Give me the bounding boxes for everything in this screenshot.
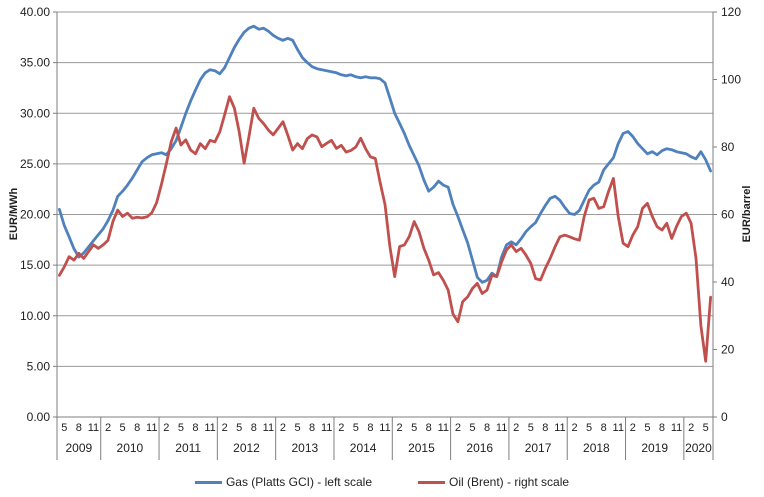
year-label: 2016 — [466, 441, 493, 455]
month-tick-label: 5 — [703, 422, 709, 434]
month-tick-label: 2 — [222, 422, 228, 434]
left-axis-tick-label: 20.00 — [20, 208, 50, 222]
gas-legend-swatch — [194, 480, 222, 484]
month-tick-label: 11 — [496, 422, 507, 434]
year-label: 2013 — [291, 441, 318, 455]
left-axis-title: EUR/MWh — [8, 187, 20, 241]
year-label: 2009 — [66, 441, 93, 455]
right-axis-tick-label: 80 — [721, 140, 735, 154]
month-tick-label: 2 — [280, 422, 286, 434]
month-tick-label: 11 — [146, 422, 157, 434]
month-tick-label: 5 — [353, 422, 359, 434]
right-axis-tick-label: 60 — [721, 208, 735, 222]
month-tick-label: 11 — [263, 422, 274, 434]
month-tick-label: 8 — [426, 422, 432, 434]
year-label: 2011 — [175, 441, 201, 455]
right-axis-title: EUR/barrel — [741, 185, 753, 243]
month-tick-label: 5 — [294, 422, 300, 434]
year-label: 2015 — [408, 441, 435, 455]
oil-legend-label: Oil (Brent) - right scale — [449, 475, 570, 489]
month-tick-label: 5 — [411, 422, 417, 434]
year-label: 2012 — [233, 441, 260, 455]
year-label: 2018 — [583, 441, 610, 455]
month-tick-label: 8 — [192, 422, 198, 434]
month-tick-label: 11 — [204, 422, 215, 434]
right-axis-tick-label: 20 — [721, 343, 735, 357]
legend-item-gas: Gas (Platts GCI) - left scale — [194, 475, 372, 489]
year-label: 2014 — [350, 441, 377, 455]
month-tick-label: 8 — [251, 422, 257, 434]
month-tick-label: 11 — [438, 422, 449, 434]
month-tick-label: 5 — [644, 422, 650, 434]
right-axis-tick-label: 0 — [721, 410, 728, 424]
month-tick-label: 2 — [455, 422, 461, 434]
chart-legend: Gas (Platts GCI) - left scale Oil (Brent… — [0, 475, 764, 489]
month-tick-label: 8 — [659, 422, 665, 434]
month-tick-label: 5 — [528, 422, 534, 434]
month-tick-label: 11 — [321, 422, 332, 434]
right-axis-tick-label: 40 — [721, 275, 735, 289]
month-tick-label: 2 — [571, 422, 577, 434]
oil-series-line — [58, 95, 712, 363]
month-tick-label: 8 — [134, 422, 140, 434]
month-tick-label: 5 — [61, 422, 67, 434]
month-tick-label: 11 — [613, 422, 624, 434]
left-axis-tick-label: 30.00 — [20, 106, 50, 120]
month-tick-label: 2 — [105, 422, 111, 434]
left-axis-tick-label: 15.00 — [20, 258, 50, 272]
left-axis-tick-label: 0.00 — [27, 410, 51, 424]
left-axis-tick-label: 40.00 — [20, 5, 50, 19]
month-tick-label: 8 — [367, 422, 373, 434]
month-tick-label: 8 — [484, 422, 490, 434]
month-tick-label: 5 — [586, 422, 592, 434]
month-tick-label: 2 — [163, 422, 169, 434]
month-tick-label: 2 — [513, 422, 519, 434]
right-axis-tick-label: 120 — [721, 5, 741, 19]
left-axis-tick-label: 10.00 — [20, 309, 50, 323]
gas-series-line — [58, 24, 712, 284]
year-label: 2020 — [685, 441, 712, 455]
right-axis-tick-label: 100 — [721, 73, 741, 87]
oil-legend-swatch — [418, 480, 445, 484]
month-tick-label: 11 — [88, 422, 99, 434]
legend-item-oil: Oil (Brent) - right scale — [418, 475, 569, 489]
month-tick-label: 11 — [554, 422, 565, 434]
month-tick-label: 11 — [379, 422, 390, 434]
month-tick-label: 2 — [688, 422, 694, 434]
month-tick-label: 2 — [338, 422, 344, 434]
month-tick-label: 5 — [120, 422, 126, 434]
left-axis-tick-label: 35.00 — [20, 56, 50, 70]
month-tick-label: 2 — [630, 422, 636, 434]
month-tick-label: 8 — [309, 422, 315, 434]
year-label: 2019 — [641, 441, 668, 455]
month-tick-label: 11 — [671, 422, 682, 434]
month-tick-label: 5 — [469, 422, 475, 434]
month-tick-label: 8 — [542, 422, 548, 434]
month-tick-label: 2 — [397, 422, 403, 434]
month-tick-label: 5 — [178, 422, 184, 434]
month-tick-label: 8 — [601, 422, 607, 434]
left-axis-tick-label: 25.00 — [20, 157, 50, 171]
month-tick-label: 8 — [76, 422, 82, 434]
gas-legend-label: Gas (Platts GCI) - left scale — [225, 475, 372, 489]
month-tick-label: 5 — [236, 422, 242, 434]
left-axis-tick-label: 5.00 — [27, 359, 51, 373]
year-label: 2010 — [117, 441, 144, 455]
year-label: 2017 — [525, 441, 552, 455]
